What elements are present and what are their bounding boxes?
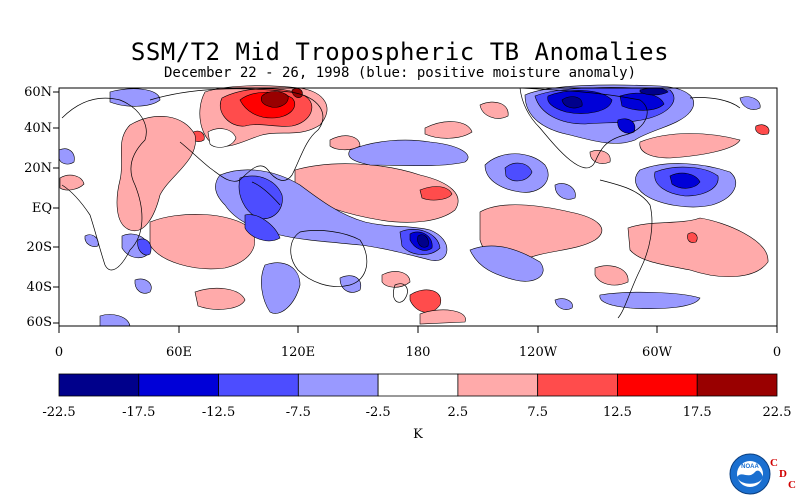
colorbar-tick-label: -12.5 [202, 405, 235, 420]
colorbar-tick-label: 22.5 [763, 405, 792, 420]
colorbar-swatch [617, 373, 698, 397]
colorbar-tick-label: 2.5 [448, 405, 469, 420]
colorbar-unit: K [413, 427, 423, 442]
lat-axis: 60N 40N 20N EQ 20S 40S 60S [24, 85, 59, 330]
anomaly-field [58, 84, 770, 327]
colorbar-swatch [58, 373, 140, 397]
colorbar-tick-label: 7.5 [527, 405, 548, 420]
colorbar-tick-label: -7.5 [286, 405, 311, 420]
lon-label: 120W [519, 345, 558, 360]
lon-label: 60W [642, 345, 673, 360]
colorbar-tick-label: 17.5 [683, 405, 712, 420]
lon-label: 0 [773, 345, 781, 360]
lon-label: 120E [281, 345, 315, 360]
lat-label: 20N [24, 161, 52, 176]
cdc-letter: D [779, 468, 787, 480]
colorbar: -22.5 -17.5 -12.5 -7.5 -2.5 2.5 7.5 12.5 17.5 22.… [42, 373, 792, 420]
lon-label: 180 [406, 345, 431, 360]
colorbar-swatch [377, 373, 459, 397]
colorbar-tick-label: -2.5 [366, 405, 391, 420]
coastlines [61, 87, 741, 319]
map-subtitle: December 22 - 26, 1998 (blue: positive m… [163, 65, 636, 81]
lon-label: 60E [166, 345, 192, 360]
lat-label: EQ [32, 201, 52, 216]
colorbar-tick-label: -17.5 [122, 405, 155, 420]
lat-label: 40N [24, 121, 52, 136]
lon-axis: 0 60E 120E 180 120W 60W 0 [55, 326, 781, 360]
lon-label: 0 [55, 345, 63, 360]
colorbar-swatch [696, 373, 778, 397]
lat-label: 20S [27, 240, 52, 255]
colorbar-tick-label: -22.5 [42, 405, 75, 420]
map-title: SSM/T2 Mid Tropospheric TB Anomalies [130, 38, 670, 66]
colorbar-swatch [457, 373, 539, 397]
cdc-letter: C [788, 479, 796, 491]
colorbar-tick-label: 12.5 [603, 405, 632, 420]
lat-label: 60S [27, 315, 52, 330]
lat-label: 40S [27, 280, 52, 295]
logo-agency: NOAA [741, 464, 759, 470]
lat-label: 60N [24, 85, 52, 100]
cdc-letter: C [770, 457, 778, 469]
colorbar-swatch [537, 373, 618, 397]
colorbar-swatch [218, 373, 299, 397]
colorbar-swatch [297, 373, 379, 397]
colorbar-swatch [138, 373, 219, 397]
noaa-logo: NOAA [729, 453, 771, 495]
